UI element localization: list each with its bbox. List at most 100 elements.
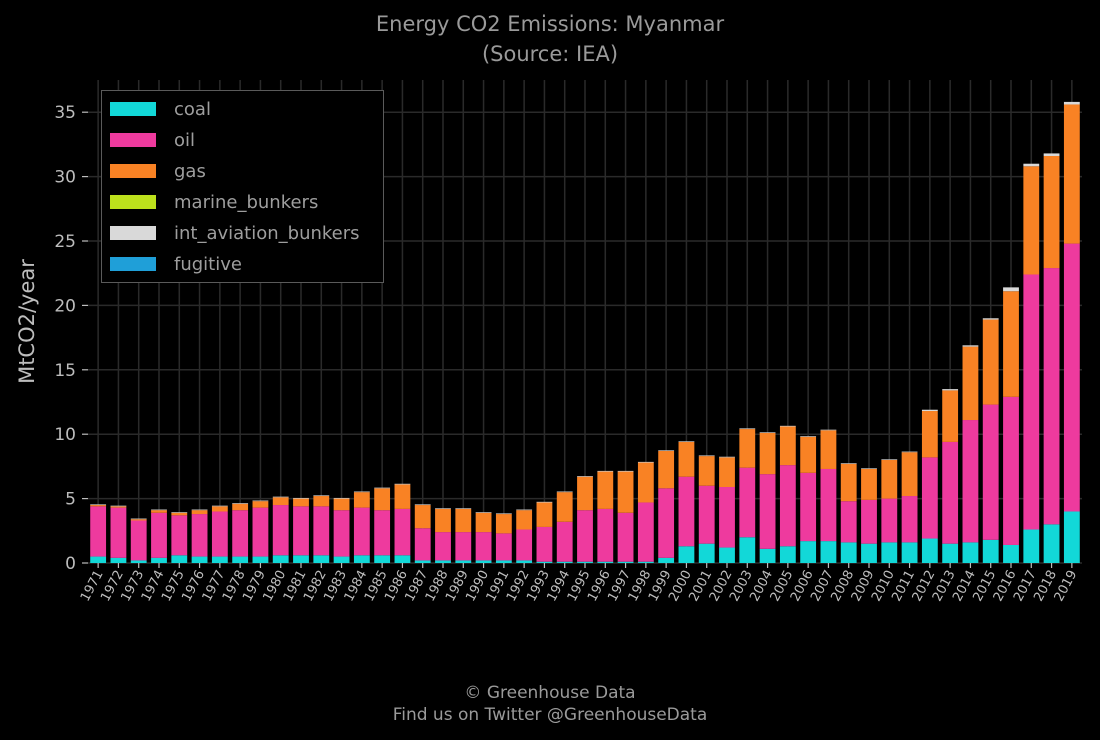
bar-oil-2019 (1063, 243, 1080, 512)
y-tick-label: 10 (54, 425, 76, 445)
bar-gas-1987 (414, 505, 431, 529)
bar-coal-2013 (942, 543, 959, 563)
bar-oil-2005 (779, 465, 796, 547)
bar-oil-2014 (962, 420, 979, 543)
bar-coal-2007 (820, 541, 837, 563)
bar-coal-1997 (617, 561, 634, 563)
bar-oil-2007 (820, 468, 837, 542)
bar-oil-1971 (90, 506, 107, 557)
bar-coal-1986 (394, 555, 411, 563)
bar-coal-1985 (374, 555, 391, 563)
bar-gas-1988 (435, 508, 451, 533)
bar-gas-1972 (110, 506, 127, 508)
bar-oil-1993 (536, 526, 553, 562)
bar-oil-2001 (698, 485, 715, 544)
bar-gas-1978 (232, 503, 249, 511)
bar-coal-2010 (881, 542, 898, 563)
bar-oil-1983 (333, 510, 350, 557)
bar-gas-1984 (353, 492, 370, 508)
bar-gas-1973 (130, 519, 147, 521)
bar-oil-1996 (597, 508, 614, 562)
bar-coal-2001 (698, 543, 715, 563)
bar-oil-1974 (151, 512, 167, 558)
bar-gas-1971 (90, 505, 107, 507)
bar-oil-1991 (495, 533, 512, 561)
bar-int-aviation-bunkers-1975 (171, 512, 188, 513)
y-tick-label: 25 (54, 232, 76, 252)
bar-gas-2014 (962, 346, 979, 421)
legend-swatch-fugitive (110, 257, 156, 271)
bar-coal-1971 (90, 556, 107, 563)
bar-int-aviation-bunkers-1979 (252, 500, 269, 502)
bar-int-aviation-bunkers-1974 (151, 509, 167, 511)
legend-label-gas: gas (174, 160, 206, 182)
bar-coal-1994 (556, 561, 573, 563)
bar-int-aviation-bunkers-1982 (313, 495, 330, 497)
bar-oil-1984 (353, 507, 370, 556)
bar-gas-1986 (394, 484, 411, 509)
chart-subtitle: (Source: IEA) (481, 42, 619, 66)
bar-gas-1996 (597, 471, 614, 509)
y-tick-label: 5 (65, 490, 76, 510)
bar-coal-1987 (414, 560, 431, 563)
legend-label-int-aviation-bunkers: int_aviation_bunkers (174, 222, 360, 244)
bar-coal-1978 (232, 556, 249, 563)
bar-oil-2009 (861, 499, 877, 544)
bar-int-aviation-bunkers-1998 (637, 461, 654, 463)
bar-coal-1972 (110, 557, 127, 563)
bar-coal-1983 (333, 556, 350, 563)
bar-coal-1979 (252, 556, 269, 563)
bar-coal-1981 (293, 555, 309, 563)
legend-swatch-oil (110, 133, 156, 147)
bar-coal-1990 (475, 560, 492, 563)
footer-copyright: © Greenhouse Data (464, 683, 636, 703)
bar-coal-2017 (1023, 529, 1040, 563)
bar-int-aviation-bunkers-1984 (353, 491, 370, 493)
bar-int-aviation-bunkers-1988 (435, 508, 451, 509)
legend-item-fugitive: fugitive (110, 254, 242, 275)
bar-coal-1995 (577, 561, 593, 563)
bar-oil-2013 (942, 441, 959, 544)
bar-int-aviation-bunkers-1976 (191, 509, 208, 511)
bar-gas-2018 (1043, 155, 1060, 269)
bar-coal-2003 (739, 537, 756, 563)
bar-oil-1997 (617, 512, 634, 562)
bar-coal-2004 (759, 548, 776, 563)
legend-swatch-coal (110, 102, 156, 116)
bar-int-aviation-bunkers-1985 (374, 487, 391, 489)
bar-int-aviation-bunkers-2017 (1023, 163, 1040, 167)
legend-label-marine-bunkers: marine_bunkers (174, 191, 319, 213)
bar-int-aviation-bunkers-2009 (861, 468, 877, 469)
legend-label-coal: coal (174, 98, 211, 120)
bar-coal-2002 (719, 547, 735, 563)
y-tick-label: 35 (54, 103, 76, 123)
legend-item-coal: coal (110, 98, 211, 120)
bar-int-aviation-bunkers-1993 (536, 501, 553, 503)
bar-oil-1982 (313, 506, 330, 556)
bar-gas-1983 (333, 498, 350, 511)
bar-coal-1984 (353, 555, 370, 563)
bar-oil-1986 (394, 508, 411, 556)
bar-gas-2012 (921, 411, 938, 458)
bar-oil-1992 (516, 529, 533, 561)
legend-swatch-int-aviation-bunkers (110, 226, 156, 240)
bar-gas-1991 (495, 514, 512, 534)
bar-oil-1989 (455, 532, 472, 561)
bar-gas-1997 (617, 471, 634, 513)
bar-gas-1993 (536, 502, 553, 527)
bar-coal-1996 (597, 561, 614, 563)
bar-int-aviation-bunkers-1986 (394, 483, 411, 485)
bar-coal-1991 (495, 560, 512, 563)
bar-oil-2017 (1023, 274, 1040, 530)
bar-gas-1994 (556, 492, 573, 522)
bar-int-aviation-bunkers-1990 (475, 512, 492, 513)
bar-gas-2011 (901, 452, 918, 497)
bar-int-aviation-bunkers-2012 (921, 409, 938, 412)
legend-swatch-marine-bunkers (110, 195, 156, 209)
bar-oil-2018 (1043, 268, 1060, 525)
bar-int-aviation-bunkers-1981 (293, 497, 309, 499)
bar-coal-2000 (678, 546, 695, 563)
y-tick-label: 15 (54, 361, 76, 381)
bar-int-aviation-bunkers-2005 (779, 425, 796, 427)
bar-oil-2016 (1003, 396, 1019, 545)
